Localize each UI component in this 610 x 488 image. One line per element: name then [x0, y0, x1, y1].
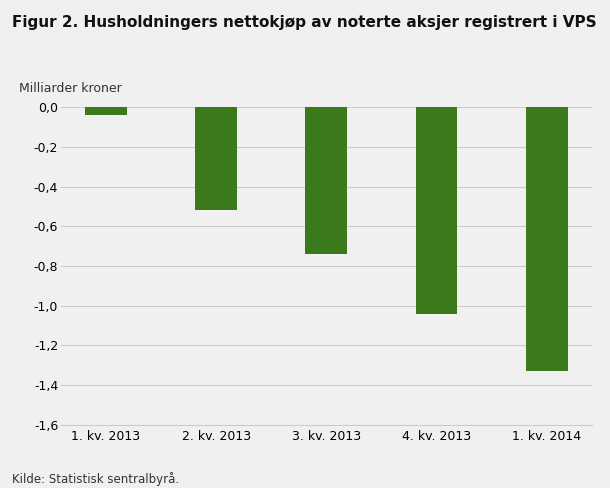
Bar — [195, 107, 237, 210]
Bar — [526, 107, 567, 371]
Text: Figur 2. Husholdningers nettokjøp av noterte aksjer registrert i VPS: Figur 2. Husholdningers nettokjøp av not… — [12, 15, 597, 30]
Text: Kilde: Statistisk sentralbyrå.: Kilde: Statistisk sentralbyrå. — [12, 471, 179, 486]
Text: Milliarder kroner: Milliarder kroner — [18, 81, 121, 95]
Bar — [415, 107, 458, 314]
Bar — [306, 107, 347, 254]
Bar — [85, 107, 127, 115]
